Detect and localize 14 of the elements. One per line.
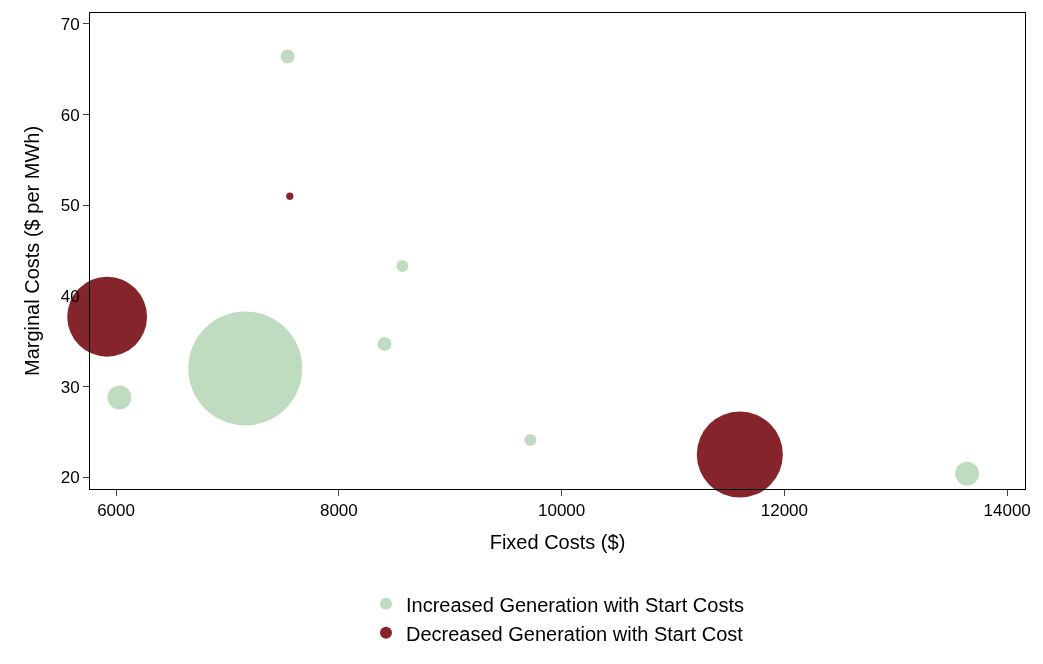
x-tick-label: 12000 — [760, 501, 809, 521]
y-tick-label: 30 — [60, 377, 80, 397]
x-tick-label: 6000 — [97, 501, 135, 521]
y-tick-label: 70 — [60, 14, 80, 34]
legend-label: Increased Generation with Start Costs — [406, 593, 744, 616]
y-tick-label: 60 — [60, 105, 80, 125]
x-axis-title: Fixed Costs ($) — [489, 530, 626, 553]
y-axis-title: Marginal Costs ($ per MWh) — [21, 125, 44, 377]
x-tick-label: 10000 — [537, 501, 586, 521]
x-tick-label: 8000 — [319, 501, 358, 521]
y-tick-label: 50 — [60, 196, 80, 216]
y-tick-label: 20 — [60, 468, 80, 488]
x-tick-label: 14000 — [983, 501, 1031, 521]
legend-label: Decreased Generation with Start Cost — [406, 622, 744, 645]
